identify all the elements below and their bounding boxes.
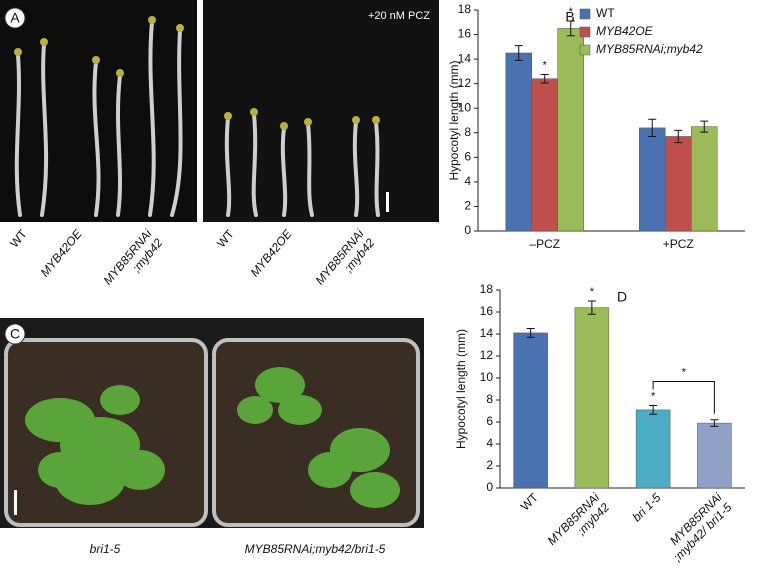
legend-swatch	[579, 8, 591, 20]
error-bar	[526, 328, 535, 338]
bar	[665, 136, 692, 232]
y-axis-label: Hypocotyl length (mm)	[454, 329, 468, 449]
y-tick-label: 16	[458, 27, 472, 41]
legend-label: MYB85RNAi;myb42	[596, 42, 703, 56]
panel-letter: C	[10, 326, 20, 342]
error-bar	[648, 118, 657, 137]
y-tick-label: 8	[464, 125, 471, 139]
error-bar	[514, 45, 523, 61]
genotype-label: MYB42OE	[38, 226, 86, 279]
cotyledons	[14, 16, 380, 130]
error-bar	[587, 300, 596, 315]
y-tick-label: 10	[480, 370, 494, 384]
x-tick-label: –PCZ	[529, 237, 560, 251]
bar	[691, 126, 718, 232]
genotype-label: MYB85RNAi;myb42/bri1-5	[245, 542, 386, 556]
y-tick-label: 8	[486, 392, 493, 406]
y-tick-label: 2	[464, 199, 471, 213]
error-bar	[710, 419, 719, 427]
error-bar	[649, 405, 658, 415]
panel-letter: B	[565, 9, 574, 25]
bracket	[652, 381, 715, 414]
legend-swatch	[579, 44, 591, 56]
x-tick-label: +PCZ	[663, 237, 694, 251]
bar	[697, 422, 732, 489]
y-tick-label: 14	[458, 51, 472, 65]
scale-bar	[386, 192, 389, 212]
y-tick-label: 0	[464, 223, 471, 237]
genotype-label: MYB85RNAi;myb42	[101, 227, 166, 297]
significance: *	[651, 390, 656, 402]
y-tick-label: 2	[486, 458, 493, 472]
bar	[557, 28, 584, 232]
treatment-label: +20 nM PCZ	[368, 10, 430, 22]
seedlings	[14, 20, 380, 217]
y-tick-label: 18	[458, 2, 472, 16]
genotype-label: bri1-5	[90, 542, 121, 556]
panel-letter-bg	[4, 323, 26, 345]
bar	[505, 52, 532, 232]
bracket-label: *	[682, 366, 687, 378]
error-bar	[674, 129, 683, 144]
error-bar	[566, 20, 575, 37]
legend-label: WT	[596, 6, 615, 20]
genotype-label: WT	[214, 226, 237, 250]
panel-letter-bg	[4, 7, 26, 29]
x-tick-label: MYB85RNAi;myb42/ bri1-5	[661, 490, 735, 564]
genotype-label: MYB85RNAi;myb42	[313, 227, 378, 297]
legend-label: MYB42OE	[596, 24, 654, 38]
significance: *	[569, 6, 574, 18]
scale-bar	[14, 490, 17, 515]
y-axis-label: Hypocotyl length (mm)	[447, 60, 461, 180]
bar	[639, 127, 666, 232]
y-tick-label: 12	[458, 76, 472, 90]
x-tick-label: MYB85RNAi;myb42	[545, 490, 613, 558]
y-tick-label: 18	[480, 282, 494, 296]
y-tick-label: 4	[464, 174, 471, 188]
photo-a-right	[203, 0, 439, 222]
bar	[574, 307, 610, 489]
y-tick-label: 6	[464, 150, 471, 164]
bar	[513, 332, 548, 489]
y-tick-label: 14	[480, 326, 494, 340]
y-tick-label: 12	[480, 348, 494, 362]
y-tick-label: 6	[486, 414, 493, 428]
x-tick-label: bri 1-5	[630, 490, 664, 524]
significance: *	[590, 286, 595, 298]
panel-letter: A	[10, 10, 20, 26]
genotype-label: WT	[7, 226, 30, 250]
legend-swatch	[579, 26, 591, 38]
plants	[25, 367, 400, 508]
error-bar	[540, 73, 549, 84]
x-tick-label: WT	[518, 490, 542, 514]
bar	[531, 78, 558, 232]
bar	[635, 409, 671, 489]
y-tick-label: 0	[486, 480, 493, 494]
y-tick-label: 10	[458, 100, 472, 114]
panel-letter: D	[617, 289, 627, 305]
significance: *	[543, 59, 548, 71]
y-tick-label: 4	[486, 436, 493, 450]
genotype-label: MYB42OE	[248, 226, 296, 279]
error-bar	[700, 120, 709, 133]
y-tick-label: 16	[480, 304, 494, 318]
